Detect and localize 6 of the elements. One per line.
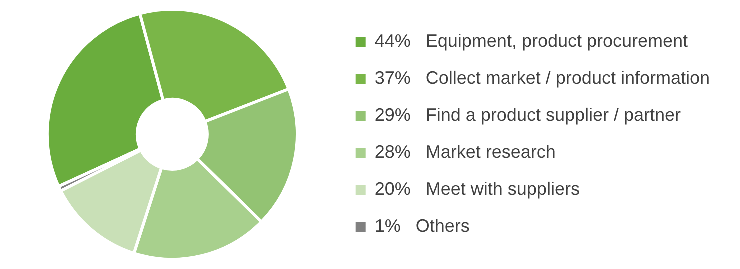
legend-label: 20% Meet with suppliers (374, 178, 580, 199)
legend-label: 1% Others (374, 216, 470, 236)
legend-label: 28% Market research (374, 142, 556, 162)
legend-label: 44% Equipment, product procurement (374, 30, 688, 51)
legend-label: 37% Collect market / product information (374, 68, 710, 88)
legend-label: 29% Find a product supplier / partner (374, 104, 682, 125)
